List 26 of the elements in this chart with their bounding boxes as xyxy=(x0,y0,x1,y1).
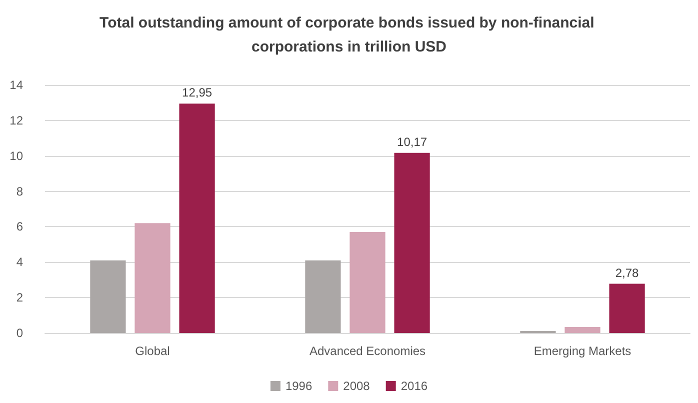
y-tick-label: 2 xyxy=(16,290,24,305)
data-label: 10,17 xyxy=(397,134,428,149)
chart-title: Total outstanding amount of corporate bonds issued by non-financial corporations in trillion USD xyxy=(100,14,598,56)
legend-label: 2016 xyxy=(400,379,428,393)
y-tick-label: 12 xyxy=(10,113,24,128)
data-label: 2,78 xyxy=(615,266,640,280)
bar xyxy=(134,223,170,333)
y-tick-label: 10 xyxy=(10,148,24,163)
y-tick-label: 14 xyxy=(10,78,24,92)
x-tick-label: Global xyxy=(135,344,170,358)
bar xyxy=(609,284,645,333)
legend-label: 2008 xyxy=(343,379,370,393)
legend-label: 1996 xyxy=(285,379,312,393)
bar xyxy=(394,152,430,333)
y-tick-label: 6 xyxy=(16,220,24,234)
bar xyxy=(350,232,386,333)
x-tick-label: Emerging Markets xyxy=(534,344,632,358)
bar xyxy=(90,260,126,333)
y-tick-label: 4 xyxy=(16,255,24,270)
bar xyxy=(305,260,341,333)
bar xyxy=(179,104,215,333)
x-tick-label: Advanced Economies xyxy=(309,344,426,358)
data-label: 12,95 xyxy=(182,86,212,100)
y-tick-label: 0 xyxy=(16,326,24,340)
bar xyxy=(564,326,600,333)
y-tick-label: 8 xyxy=(16,184,24,198)
